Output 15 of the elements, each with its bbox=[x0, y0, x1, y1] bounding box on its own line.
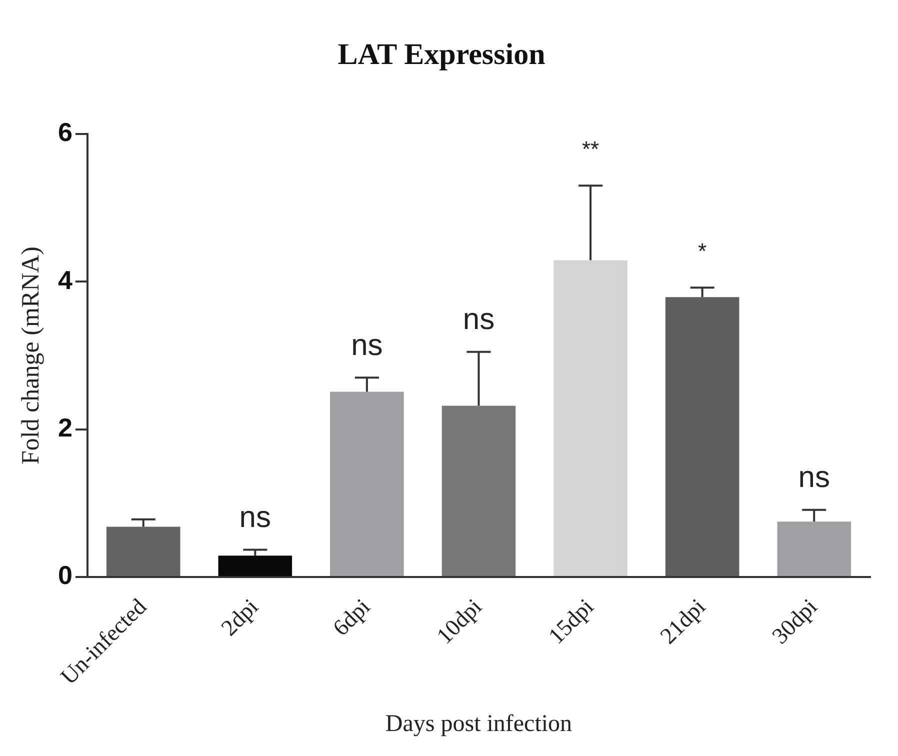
annotation: ** bbox=[582, 136, 600, 162]
y-tick-label: 0 bbox=[58, 560, 72, 590]
chart-title: LAT Expression bbox=[338, 38, 546, 71]
x-tick-label: 6dpi bbox=[328, 594, 375, 641]
y-axis-title: Fold change (mRNA) bbox=[18, 246, 45, 465]
y-tick-label: 2 bbox=[58, 412, 72, 443]
x-tick-label: 2dpi bbox=[216, 594, 263, 641]
y-tick-label: 4 bbox=[58, 264, 73, 295]
annotation: * bbox=[698, 238, 708, 264]
annotation: ns bbox=[351, 328, 383, 362]
annotation: ns bbox=[462, 303, 495, 336]
annotation: ns bbox=[798, 461, 830, 494]
y-tick-label: 6 bbox=[58, 117, 72, 148]
annotation: ns bbox=[239, 500, 271, 534]
x-axis-title: Days post infection bbox=[385, 710, 572, 737]
